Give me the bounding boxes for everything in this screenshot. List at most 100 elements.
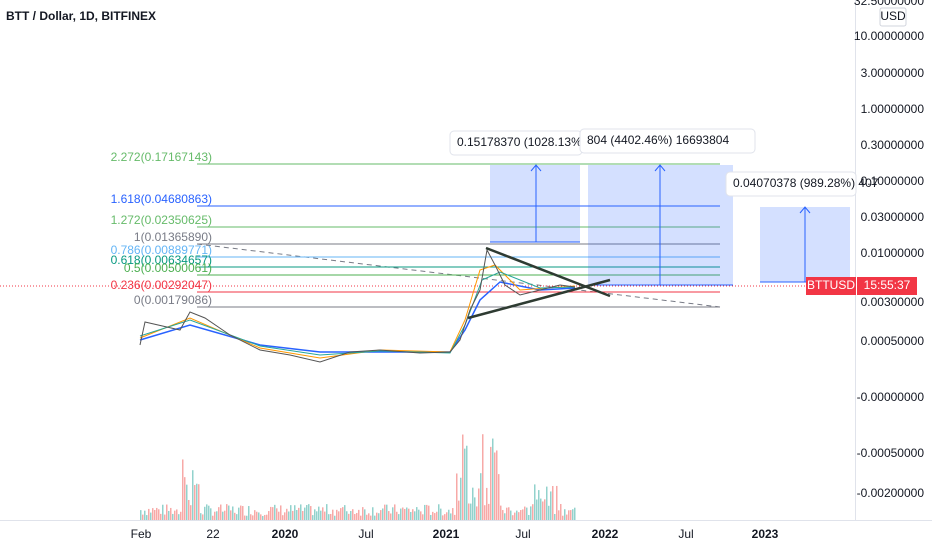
volume-bar	[444, 514, 446, 520]
fib-label: 0(0.00179086)	[134, 293, 212, 307]
volume-bar	[252, 515, 254, 520]
volume-bar	[260, 514, 262, 520]
volume-bar	[398, 514, 400, 520]
price-series	[139, 248, 576, 363]
volume-bar	[150, 512, 152, 520]
volume-bar	[526, 507, 528, 520]
volume-bar	[466, 445, 468, 520]
volume-bar	[186, 484, 188, 520]
fib-label: 1.618(0.04680863)	[111, 192, 212, 206]
volume-bar	[542, 501, 544, 520]
volume-bar	[318, 506, 320, 520]
time-axis: Feb 22 2020 Jul 2021 Jul 2022 Jul 2023	[131, 527, 779, 541]
fib-levels: 2.272(0.17167143) 1.618(0.04680863) 1.272(…	[111, 150, 720, 308]
volume-bar	[384, 504, 386, 520]
volume-bar	[552, 486, 554, 520]
volume-bar	[512, 515, 514, 520]
volume-bar	[416, 507, 418, 520]
volume-bar	[268, 511, 270, 520]
volume-bar	[356, 512, 358, 520]
volume-bar	[494, 452, 496, 520]
time-label: 2020	[272, 527, 299, 541]
volume-bar	[158, 509, 160, 520]
volume-bar	[500, 505, 502, 520]
volume-bar	[180, 511, 182, 520]
volume-bar	[174, 510, 176, 520]
time-label: 22	[206, 527, 220, 541]
measure-label: 804 (4402.46%) 16693804	[587, 133, 729, 147]
time-label: 2021	[433, 527, 460, 541]
volume-bar	[240, 505, 242, 520]
unit-label[interactable]: USD	[880, 9, 906, 23]
volume-bar	[562, 515, 564, 520]
volume-bar	[374, 515, 376, 520]
volume-bar	[168, 510, 170, 520]
volume-bar	[544, 499, 546, 520]
volume-bar	[392, 507, 394, 520]
volume-bar	[508, 507, 510, 520]
volume-bar	[430, 514, 432, 520]
volume-bar	[300, 504, 302, 520]
volume-bar	[172, 513, 174, 520]
fib-label: 2.272(0.17167143)	[111, 150, 212, 164]
volume-bar	[434, 513, 436, 520]
volume-bar	[440, 508, 442, 520]
volume-bar	[382, 508, 384, 520]
volume-bar	[368, 513, 370, 520]
volume-bar	[570, 510, 572, 520]
volume-bar	[568, 510, 570, 520]
time-label: Jul	[515, 527, 530, 541]
volume-bar	[468, 503, 470, 520]
volume-bar	[380, 510, 382, 520]
volume-bar	[414, 511, 416, 520]
volume-bar	[242, 506, 244, 520]
volume-bar	[142, 514, 144, 520]
price-label: 0.00300000	[861, 295, 925, 309]
volume-bar	[274, 504, 276, 520]
volume-bar	[306, 505, 308, 520]
volume-bar	[572, 509, 574, 520]
volume-bar	[556, 485, 558, 520]
volume-bar	[200, 513, 202, 520]
volume-bar	[506, 507, 508, 520]
volume-bar	[574, 507, 576, 520]
volume-bar	[312, 515, 314, 520]
price-label: 10.00000000	[854, 29, 924, 43]
volume-bar	[256, 511, 258, 520]
volume-bar	[484, 505, 486, 520]
triangle-line	[467, 278, 611, 320]
volume-bar	[460, 477, 462, 520]
volume-bar	[232, 506, 234, 520]
volume-bar	[344, 505, 346, 520]
fib-label: 1(0.01365890)	[134, 230, 212, 244]
volume-bar	[480, 473, 482, 520]
volume-bar	[254, 510, 256, 520]
volume-bar	[546, 486, 548, 520]
volume-bar	[206, 504, 208, 520]
volume-bar	[144, 510, 146, 520]
volume-bar	[532, 504, 534, 520]
unit-button[interactable]	[879, 7, 907, 27]
triangle-line	[485, 246, 611, 298]
price-label: 0.00050000	[861, 334, 925, 348]
volume-bar	[230, 510, 232, 520]
volume-bar	[454, 514, 456, 520]
volume-bar	[342, 507, 344, 520]
volume-bar	[264, 514, 266, 520]
volume-bar	[192, 470, 194, 520]
volume-bar	[404, 508, 406, 520]
volume-bar	[352, 509, 354, 520]
volume-bar	[400, 508, 402, 520]
volume-bar	[410, 511, 412, 520]
volume-bar	[388, 511, 390, 520]
price-label: 0.01000000	[861, 246, 925, 260]
time-label: 2023	[752, 527, 779, 541]
volume-bar	[156, 507, 158, 520]
volume-bar	[348, 513, 350, 520]
volume-bar	[304, 507, 306, 520]
volume-bar	[228, 505, 230, 520]
volume-bar	[486, 487, 488, 520]
volume	[140, 434, 576, 520]
volume-bar	[338, 511, 340, 520]
volume-bar	[412, 509, 414, 520]
